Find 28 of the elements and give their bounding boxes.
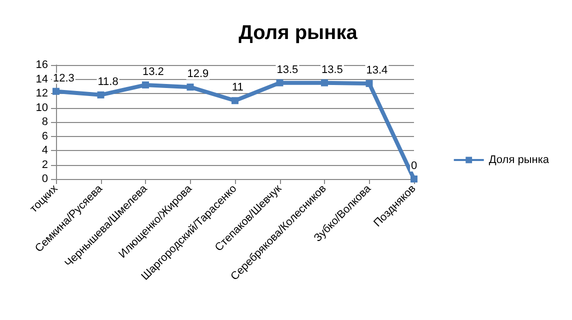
data-label: 11 — [232, 82, 244, 94]
point — [321, 79, 328, 86]
point — [232, 97, 238, 104]
y-tick-label: 10 — [36, 102, 48, 114]
y-tick-label: 14 — [36, 73, 48, 86]
y-tick-label: 6 — [42, 130, 48, 142]
point — [142, 81, 149, 88]
point — [410, 176, 418, 182]
data-label: 13.5 — [322, 64, 343, 76]
point — [276, 79, 284, 86]
chart-title: Доля рынка — [238, 22, 358, 44]
y-tick-label: 16 — [36, 59, 48, 71]
point — [366, 80, 373, 88]
y-tick-label: 0 — [42, 173, 48, 185]
y-tick-label: 12 — [36, 88, 48, 100]
y-tick-label: 4 — [42, 144, 48, 156]
data-label: 13.5 — [276, 64, 298, 76]
point — [97, 91, 104, 98]
point — [186, 84, 194, 91]
data-label: 13.2 — [142, 66, 164, 78]
data-label: 13.4 — [366, 64, 388, 77]
data-label: 0 — [411, 160, 418, 172]
y-tick-label: 8 — [42, 116, 48, 128]
data-label: 12.9 — [187, 68, 209, 80]
legend-label: Доля рынка — [488, 154, 550, 166]
data-label: 12.3 — [53, 72, 74, 84]
y-tick-label: 2 — [42, 158, 48, 171]
data-label: 11.8 — [98, 76, 118, 88]
